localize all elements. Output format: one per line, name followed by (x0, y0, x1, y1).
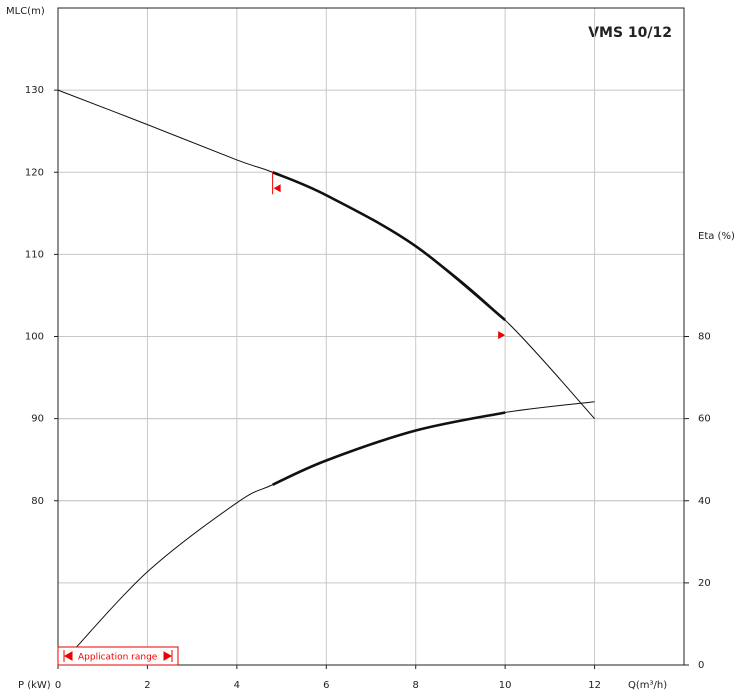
y2-tick-label: 0 (698, 660, 704, 671)
range-marker (273, 184, 281, 193)
legend-label: Application range (78, 653, 158, 663)
x-tick-label: 12 (588, 680, 601, 691)
legend-arrow (163, 650, 173, 662)
range-marker (498, 331, 506, 340)
chart-title: VMS 10/12 (588, 25, 672, 41)
y-tick-label: 80 (31, 496, 44, 507)
y-axis-label: MLC(m) (6, 6, 45, 17)
y2-tick-label: 20 (698, 578, 711, 589)
x-axis-label: Q(m³/h) (628, 680, 667, 691)
y-tick-label: 110 (25, 249, 44, 260)
curve-application-range (272, 411, 506, 486)
x-tick-label: 4 (234, 680, 240, 691)
y-tick-label: 100 (25, 332, 44, 343)
y2-axis-label: Eta (%) (698, 231, 735, 242)
y-tick-label: 90 (31, 414, 44, 425)
legend-box (57, 646, 179, 666)
x-tick-label: 2 (144, 680, 150, 691)
x-tick-label: 6 (323, 680, 329, 691)
x2-axis-label: P (kW) (18, 680, 51, 691)
x-tick-label: 0 (55, 680, 61, 691)
x-tick-label: 10 (499, 680, 512, 691)
curve (71, 401, 595, 654)
legend-arrow (63, 650, 73, 662)
y2-tick-label: 60 (698, 414, 711, 425)
x-tick-label: 8 (413, 680, 419, 691)
y2-tick-label: 40 (698, 496, 711, 507)
curve-application-range (272, 171, 506, 322)
y2-tick-label: 80 (698, 332, 711, 343)
y-tick-label: 120 (25, 167, 44, 178)
y-tick-label: 130 (25, 85, 44, 96)
